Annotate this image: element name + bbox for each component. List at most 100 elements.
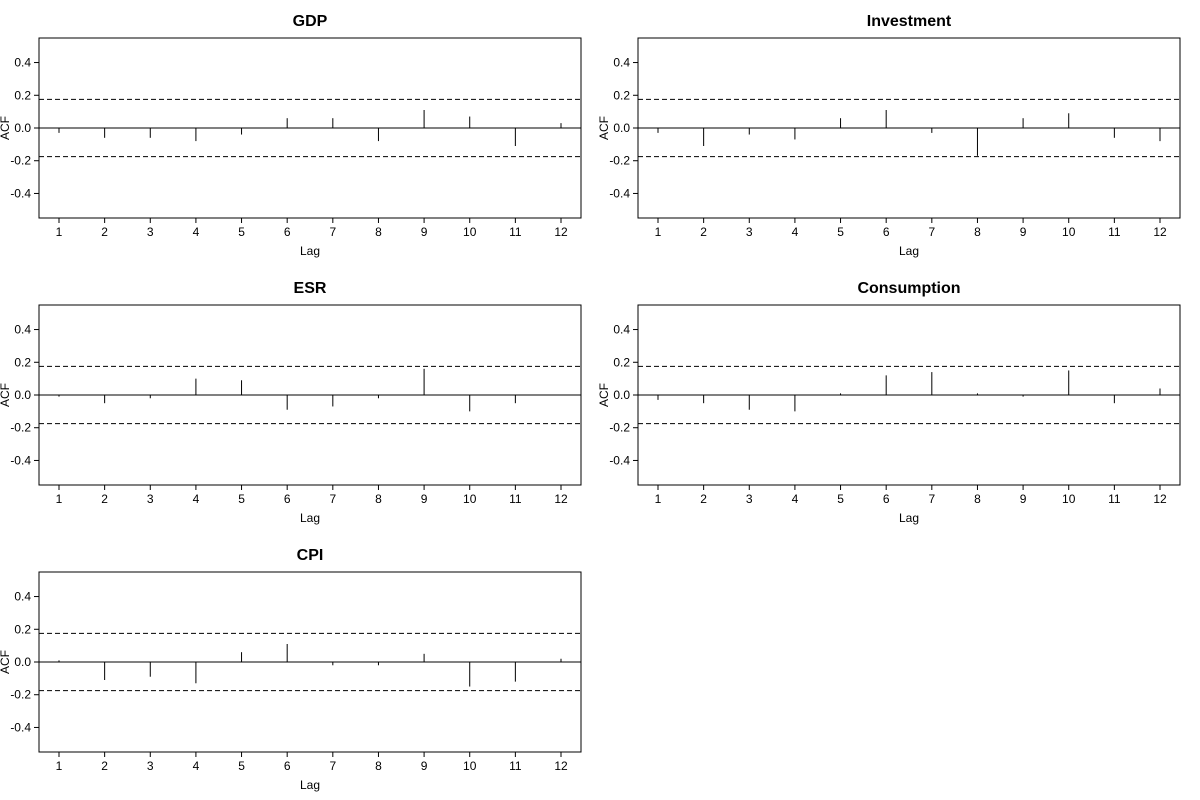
x-tick-label: 11: [1108, 492, 1121, 506]
y-tick-label: 0.2: [14, 88, 31, 102]
x-tick-label: 8: [375, 759, 382, 773]
y-tick-label: 0.0: [613, 388, 630, 402]
y-tick-label: -0.2: [10, 154, 31, 168]
y-tick-label: -0.4: [10, 720, 31, 734]
x-tick-label: 2: [101, 492, 108, 506]
x-tick-label: 11: [509, 225, 522, 239]
x-tick-label: 11: [509, 492, 522, 506]
x-tick-label: 6: [284, 492, 291, 506]
x-tick-label: 1: [56, 225, 63, 239]
x-tick-label: 2: [700, 492, 707, 506]
y-tick-label: -0.2: [10, 421, 31, 435]
x-tick-label: 6: [284, 225, 291, 239]
x-tick-label: 7: [928, 492, 935, 506]
x-tick-label: 9: [1020, 225, 1027, 239]
x-tick-label: 2: [700, 225, 707, 239]
y-tick-label: 0.0: [613, 121, 630, 135]
x-tick-label: 2: [101, 759, 108, 773]
x-tick-label: 9: [1020, 492, 1027, 506]
chart-title: GDP: [293, 13, 328, 30]
chart-title: Consumption: [857, 280, 960, 297]
x-tick-label: 2: [101, 225, 108, 239]
x-tick-label: 11: [509, 759, 522, 773]
x-tick-label: 4: [193, 225, 200, 239]
x-tick-label: 10: [463, 759, 477, 773]
x-tick-label: 7: [928, 225, 935, 239]
x-tick-label: 7: [329, 225, 336, 239]
x-axis-label: Lag: [300, 511, 320, 525]
x-tick-label: 10: [1062, 225, 1076, 239]
x-tick-label: 3: [147, 492, 154, 506]
x-tick-label: 5: [837, 492, 844, 506]
x-tick-label: 4: [792, 492, 799, 506]
x-tick-label: 3: [147, 225, 154, 239]
x-tick-label: 11: [1108, 225, 1121, 239]
x-tick-label: 12: [554, 759, 568, 773]
x-tick-label: 4: [193, 492, 200, 506]
x-tick-label: 12: [554, 225, 568, 239]
x-tick-label: 8: [375, 492, 382, 506]
x-tick-label: 4: [193, 759, 200, 773]
x-axis-label: Lag: [300, 244, 320, 258]
y-tick-label: 0.4: [613, 323, 630, 337]
y-tick-label: -0.4: [10, 453, 31, 467]
x-tick-label: 12: [1153, 492, 1167, 506]
x-tick-label: 1: [655, 225, 662, 239]
y-tick-label: 0.4: [613, 56, 630, 70]
y-tick-label: -0.4: [10, 186, 31, 200]
x-tick-label: 6: [883, 492, 890, 506]
y-axis-label: ACF: [0, 383, 12, 407]
x-tick-label: 6: [284, 759, 291, 773]
y-tick-label: 0.0: [14, 388, 31, 402]
x-tick-label: 10: [463, 225, 477, 239]
x-tick-label: 12: [554, 492, 568, 506]
y-axis-label: ACF: [597, 116, 611, 140]
y-tick-label: 0.4: [14, 323, 31, 337]
y-tick-label: -0.4: [609, 453, 630, 467]
y-tick-label: 0.4: [14, 590, 31, 604]
x-tick-label: 9: [421, 225, 428, 239]
x-tick-label: 4: [792, 225, 799, 239]
y-axis-label: ACF: [0, 650, 12, 674]
x-axis-label: Lag: [300, 778, 320, 792]
x-tick-label: 3: [746, 492, 753, 506]
x-tick-label: 9: [421, 759, 428, 773]
chart-title: Investment: [867, 13, 952, 30]
x-axis-label: Lag: [899, 511, 919, 525]
x-tick-label: 10: [463, 492, 477, 506]
y-tick-label: -0.2: [609, 154, 630, 168]
x-tick-label: 1: [56, 492, 63, 506]
x-tick-label: 5: [837, 225, 844, 239]
x-tick-label: 3: [746, 225, 753, 239]
x-tick-label: 7: [329, 492, 336, 506]
y-tick-label: -0.2: [10, 688, 31, 702]
y-tick-label: -0.4: [609, 186, 630, 200]
x-tick-label: 5: [238, 492, 245, 506]
x-tick-label: 5: [238, 759, 245, 773]
y-tick-label: 0.2: [613, 88, 630, 102]
y-tick-label: 0.2: [14, 355, 31, 369]
chart-title: CPI: [297, 547, 324, 564]
y-tick-label: -0.2: [609, 421, 630, 435]
x-tick-label: 9: [421, 492, 428, 506]
x-tick-label: 8: [974, 492, 981, 506]
y-axis-label: ACF: [0, 116, 12, 140]
y-tick-label: 0.2: [14, 622, 31, 636]
y-axis-label: ACF: [597, 383, 611, 407]
x-tick-label: 1: [655, 492, 662, 506]
x-tick-label: 7: [329, 759, 336, 773]
x-tick-label: 8: [375, 225, 382, 239]
chart-title: ESR: [294, 280, 327, 297]
x-tick-label: 6: [883, 225, 890, 239]
x-tick-label: 12: [1153, 225, 1167, 239]
x-tick-label: 5: [238, 225, 245, 239]
y-tick-label: 0.0: [14, 121, 31, 135]
x-tick-label: 8: [974, 225, 981, 239]
x-tick-label: 3: [147, 759, 154, 773]
